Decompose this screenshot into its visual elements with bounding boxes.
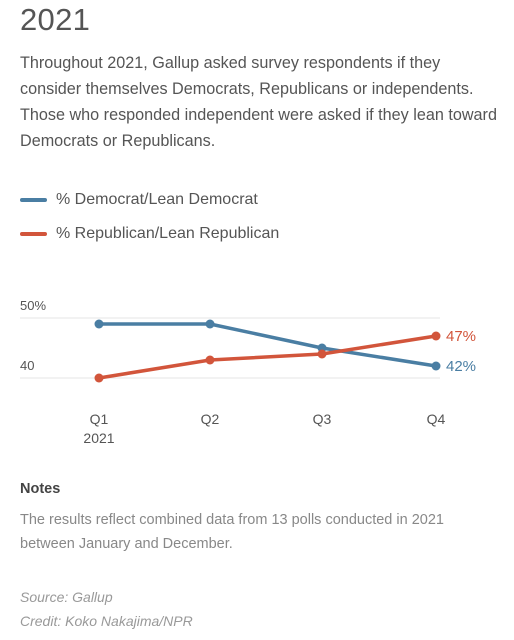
- y-tick-label: 40: [20, 358, 34, 373]
- data-point: [205, 319, 215, 329]
- legend-label-democrat: % Democrat/Lean Democrat: [56, 191, 258, 208]
- notes-heading: Notes: [20, 481, 61, 497]
- end-value-label: 42%: [446, 358, 476, 375]
- x-tick-sublabel: 2021: [83, 430, 114, 446]
- legend-swatch-republican: [20, 232, 47, 236]
- x-tick-label: Q3: [313, 411, 332, 427]
- chart-description: Throughout 2021, Gallup asked survey res…: [20, 54, 497, 150]
- chart-title: 2021: [20, 2, 91, 37]
- legend-label-republican: % Republican/Lean Republican: [56, 225, 280, 242]
- legend-item-republican: % Republican/Lean Republican: [20, 217, 279, 251]
- data-point: [94, 319, 104, 329]
- x-tick-label: Q4: [427, 411, 446, 427]
- legend-swatch-democrat: [20, 198, 47, 202]
- data-point: [431, 331, 441, 341]
- notes-text: The results reflect combined data from 1…: [20, 512, 444, 552]
- series-line-1: [97, 334, 438, 380]
- data-point: [205, 355, 215, 365]
- series-line-0: [97, 322, 438, 368]
- x-tick-label: Q2: [201, 411, 220, 427]
- end-value-label: 47%: [446, 328, 476, 345]
- data-point: [317, 349, 327, 359]
- x-tick-label: Q1: [90, 411, 109, 427]
- legend: % Democrat/Lean Democrat % Republican/Le…: [20, 183, 279, 251]
- source-text: Source: Gallup: [20, 589, 113, 605]
- line-chart: 50% 40 Q1 2021 Q2 Q3 Q4 42% 47%: [20, 298, 476, 446]
- source-block: Source: Gallup Credit: Koko Nakajima/NPR: [20, 585, 193, 633]
- data-point: [431, 361, 441, 371]
- credit-text: Credit: Koko Nakajima/NPR: [20, 613, 193, 629]
- data-point: [94, 373, 104, 383]
- legend-item-democrat: % Democrat/Lean Democrat: [20, 183, 279, 217]
- y-tick-label: 50%: [20, 298, 46, 313]
